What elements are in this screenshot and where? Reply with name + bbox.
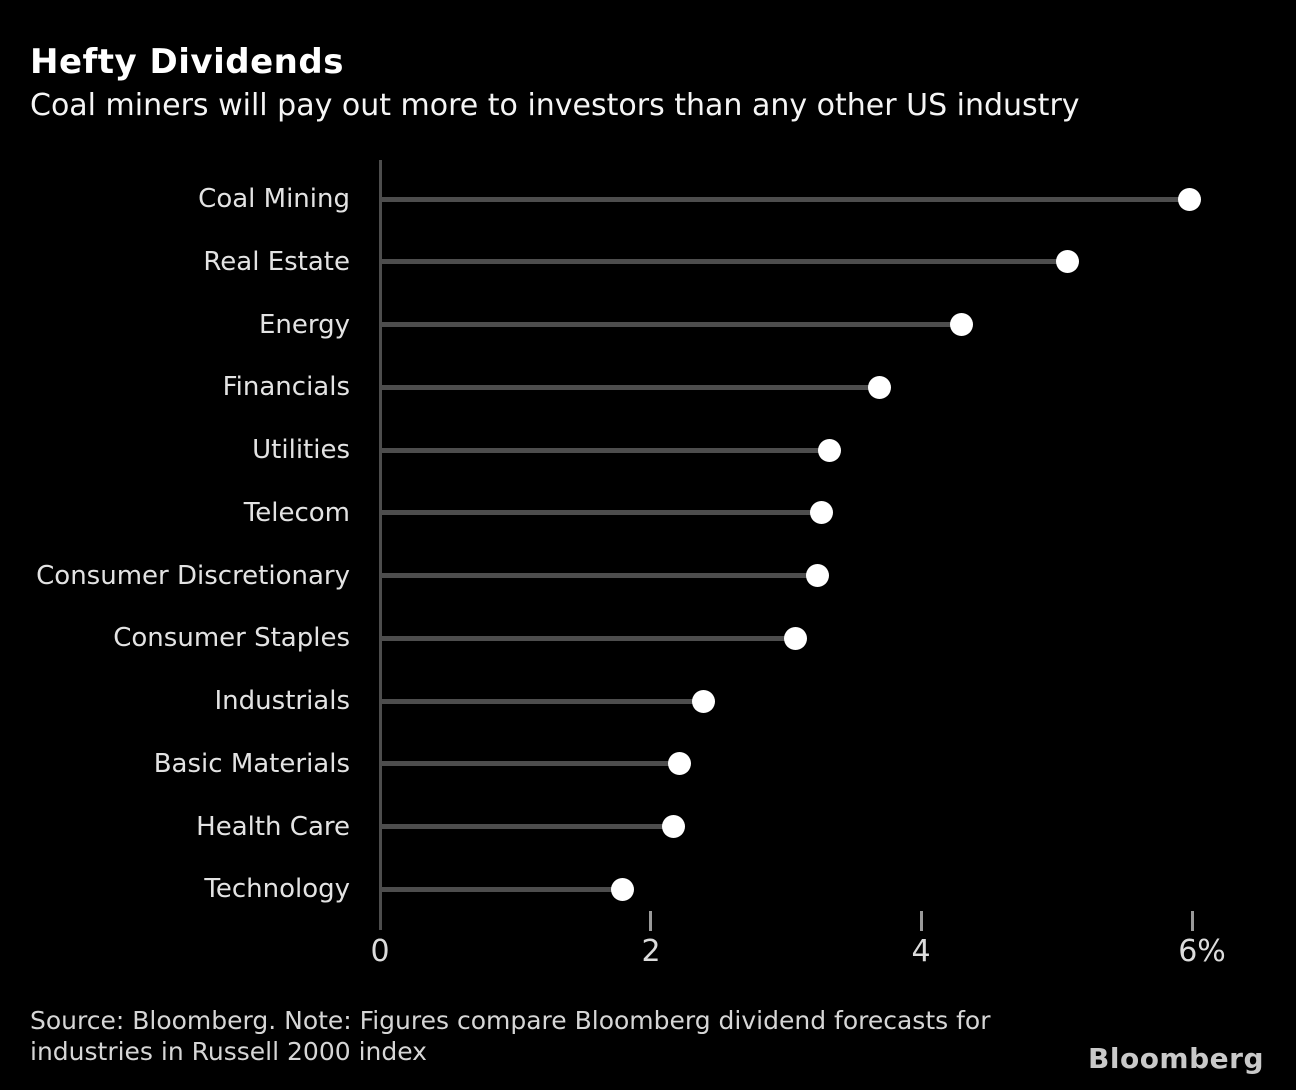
data-point-stem [380, 259, 1067, 264]
data-point-stem [380, 636, 795, 641]
data-point-stem [380, 448, 829, 453]
category-label: Telecom [243, 498, 350, 528]
data-point-dot [868, 376, 891, 399]
category-label: Consumer Discretionary [36, 561, 350, 591]
x-axis-tick-label: 4 [911, 934, 931, 969]
data-point-dot [806, 564, 829, 587]
category-label: Technology [204, 874, 350, 904]
data-point-dot [1056, 250, 1079, 273]
data-point-stem [380, 699, 703, 704]
x-axis-tick-label: 2 [641, 934, 661, 969]
x-axis-tick-label: 0 [370, 934, 390, 969]
x-axis-tick-label: 6% [1178, 934, 1226, 969]
data-point-dot [611, 878, 634, 901]
data-point-dot [692, 690, 715, 713]
data-point-stem [380, 197, 1189, 202]
data-point-stem [380, 887, 622, 892]
category-label: Coal Mining [198, 184, 350, 214]
category-label: Utilities [252, 435, 350, 465]
data-point-stem [380, 761, 679, 766]
chart-subtitle: Coal miners will pay out more to investo… [30, 88, 1080, 123]
data-point-dot [784, 627, 807, 650]
data-point-stem [380, 824, 674, 829]
data-point-stem [380, 573, 817, 578]
source-note-line-2: industries in Russell 2000 index [30, 1037, 427, 1066]
data-point-stem [380, 385, 879, 390]
category-label: Health Care [196, 812, 350, 842]
y-axis-line [379, 160, 382, 930]
data-point-dot [950, 313, 973, 336]
data-point-dot [662, 815, 685, 838]
data-point-stem [380, 510, 821, 515]
data-point-dot [1178, 188, 1201, 211]
category-label: Energy [258, 310, 350, 340]
data-point-dot [810, 501, 833, 524]
chart-title: Hefty Dividends [30, 42, 344, 82]
category-label: Industrials [214, 686, 350, 716]
category-label: Consumer Staples [113, 623, 350, 653]
category-label: Financials [222, 372, 350, 402]
data-point-stem [380, 322, 962, 327]
source-note-line-1: Source: Bloomberg. Note: Figures compare… [30, 1006, 991, 1035]
bloomberg-logo: Bloomberg [1088, 1042, 1264, 1075]
x-axis-tick [1191, 911, 1194, 931]
data-point-dot [668, 752, 691, 775]
category-label: Real Estate [203, 247, 350, 277]
x-axis-tick [920, 911, 923, 931]
category-label: Basic Materials [153, 749, 350, 779]
data-point-dot [818, 439, 841, 462]
x-axis-tick [649, 911, 652, 931]
